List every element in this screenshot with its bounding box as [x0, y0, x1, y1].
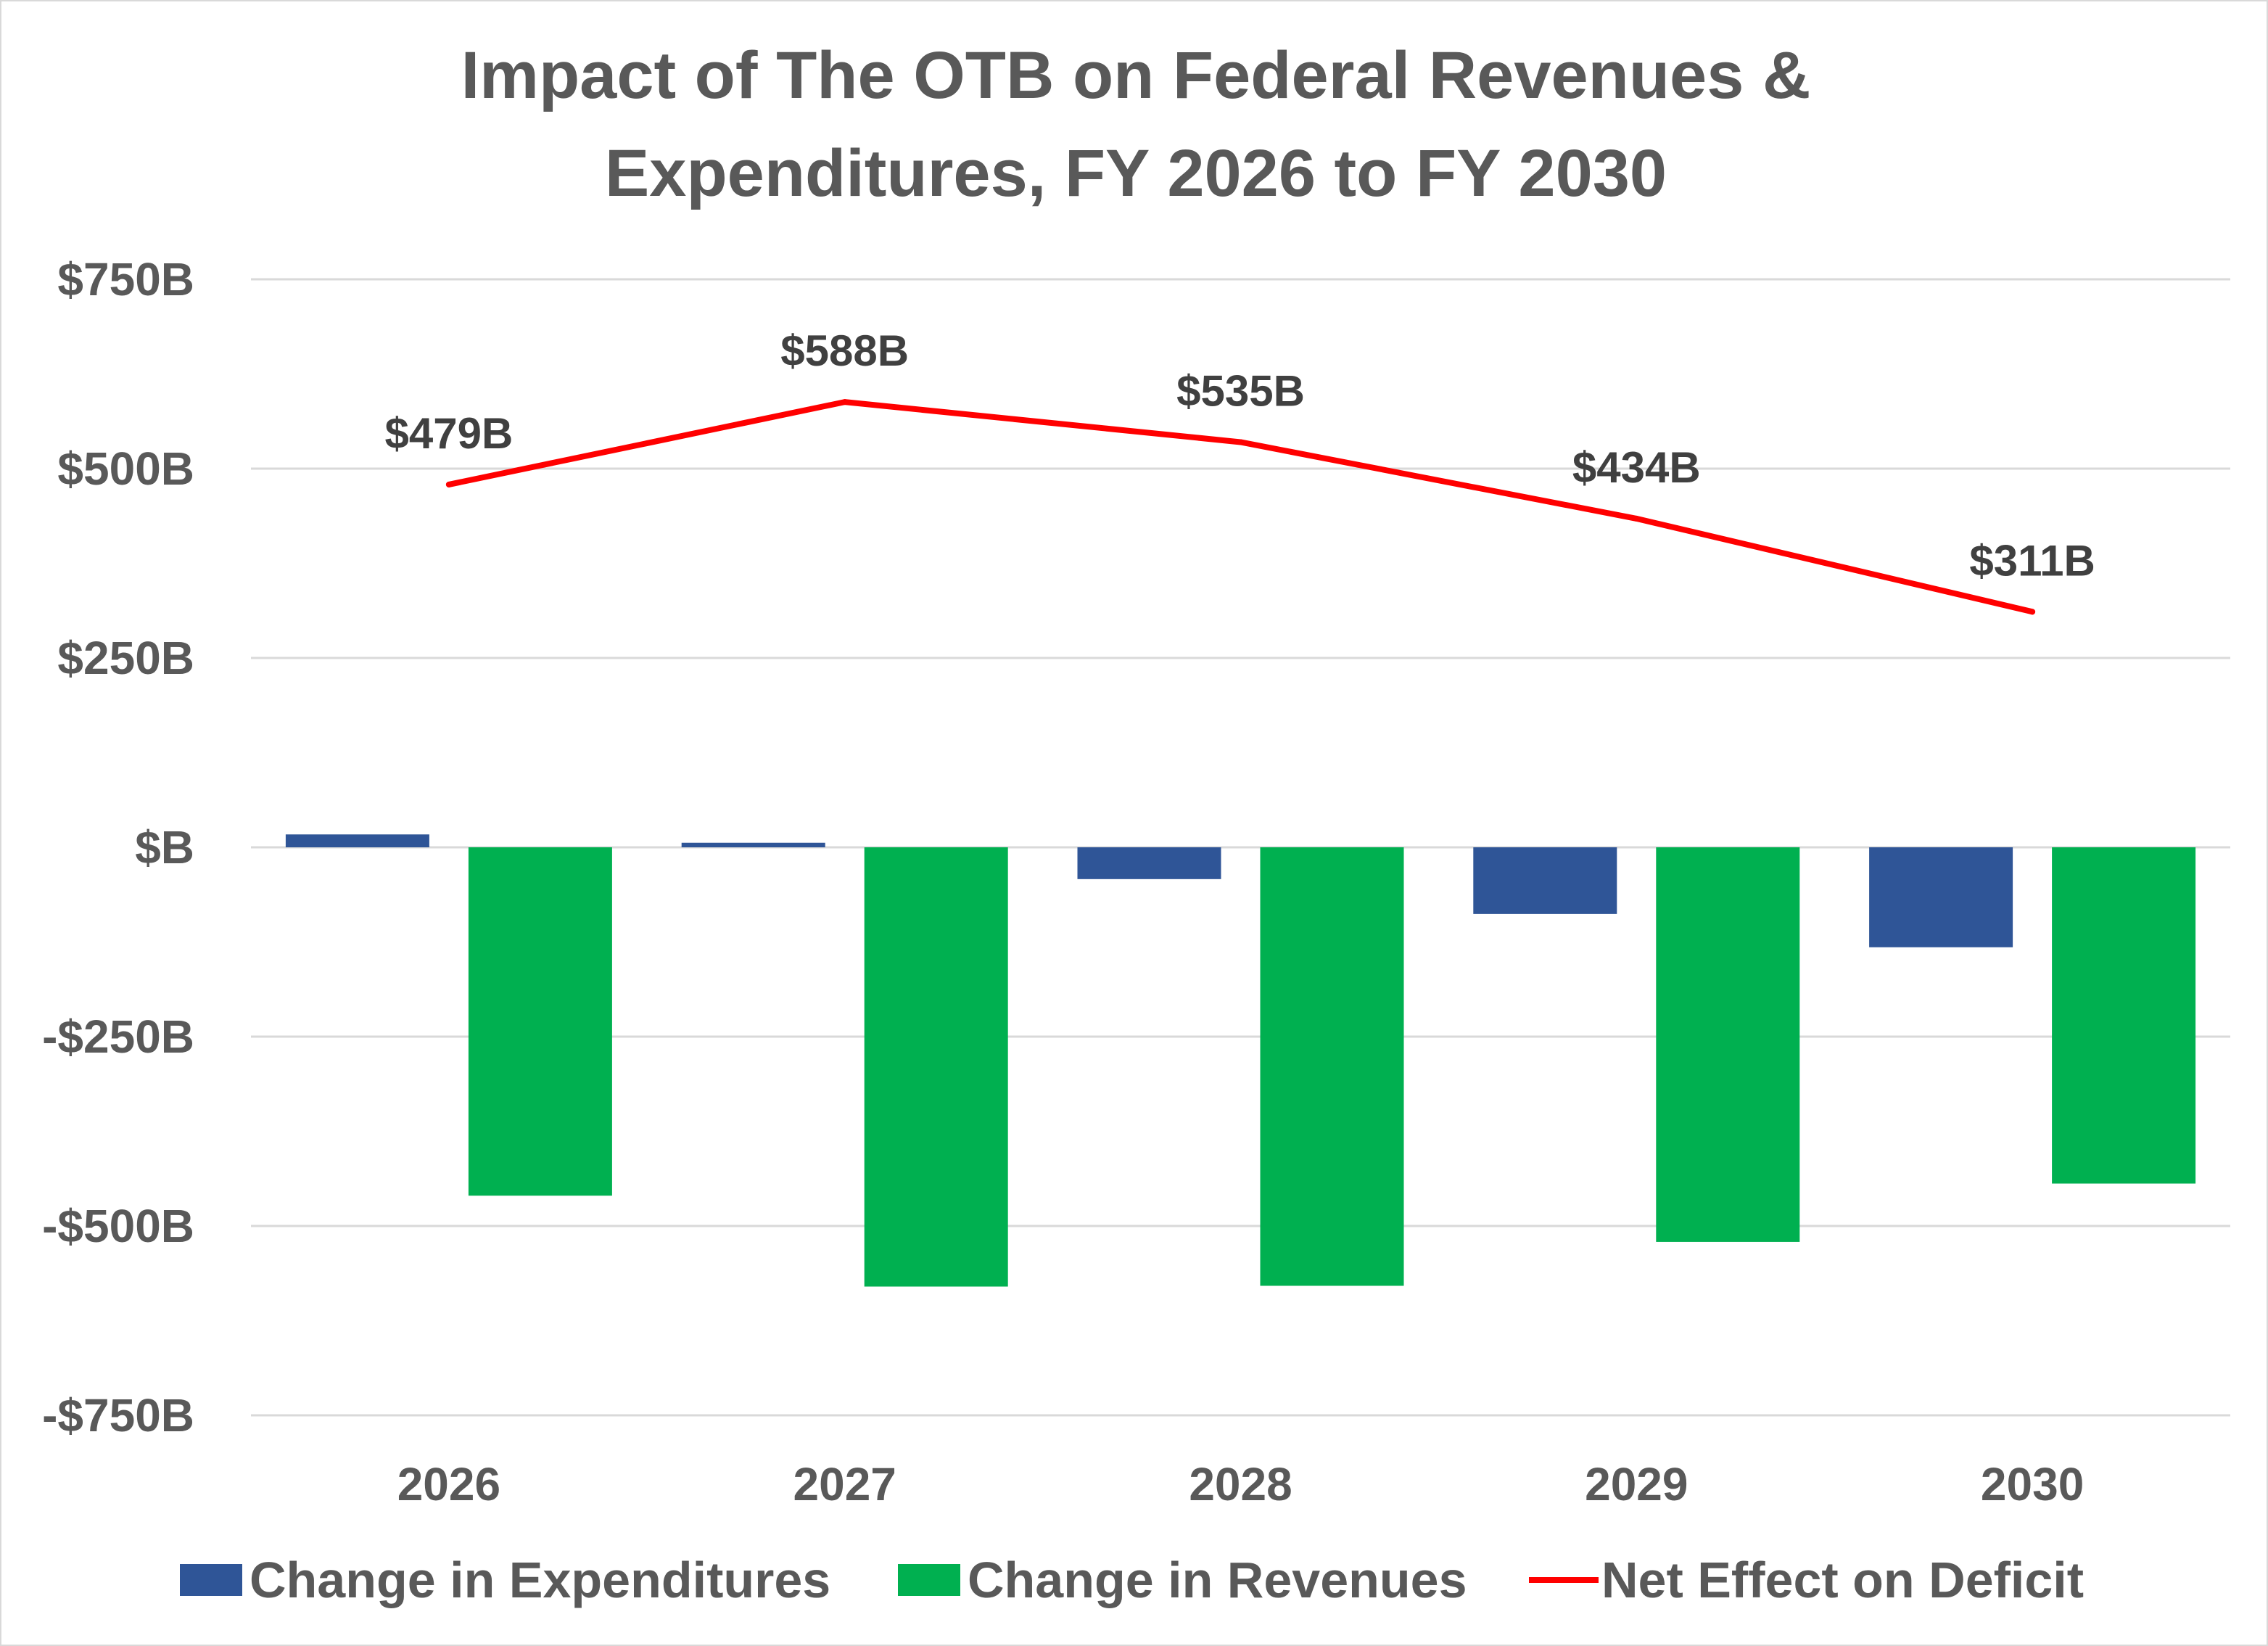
net-effect-data-label: $434B: [1572, 443, 1701, 492]
x-tick-label: 2029: [1585, 1458, 1688, 1510]
chart-title-line-1: Impact of The OTB on Federal Revenues &: [461, 38, 1811, 112]
net-effect-point: [1633, 515, 1640, 522]
y-tick-label: $B: [135, 821, 194, 873]
net-effect-data-label: $535B: [1176, 366, 1305, 415]
chart-title-line-2: Expenditures, FY 2026 to FY 2030: [605, 136, 1667, 210]
net-effect-point: [1237, 439, 1244, 445]
expenditures-bar: [285, 834, 429, 847]
y-tick-label: -$750B: [42, 1389, 194, 1441]
net-effect-point: [841, 399, 848, 406]
net-effect-data-label: $479B: [384, 409, 513, 458]
expenditures-bar: [1473, 847, 1617, 914]
expenditures-bar: [1869, 847, 2013, 947]
legend-label: Change in Revenues: [968, 1552, 1467, 1608]
legend-label: Net Effect on Deficit: [1601, 1552, 2084, 1608]
net-effect-data-label: $588B: [780, 326, 909, 375]
y-tick-label: $750B: [57, 253, 194, 305]
y-tick-label: -$250B: [42, 1011, 194, 1063]
y-tick-label: $500B: [57, 443, 194, 495]
revenues-bar: [2052, 847, 2196, 1184]
x-tick-label: 2030: [1981, 1458, 2084, 1510]
net-effect-point: [445, 481, 452, 487]
y-tick-label: -$500B: [42, 1200, 194, 1252]
legend-swatch: [180, 1564, 242, 1596]
x-tick-label: 2026: [397, 1458, 500, 1510]
net-effect-data-label: $311B: [1969, 536, 2095, 585]
net-effect-point: [2029, 609, 2036, 615]
x-tick-label: 2028: [1189, 1458, 1292, 1510]
legend-label: Change in Expenditures: [250, 1552, 830, 1608]
y-tick-label: $250B: [57, 632, 194, 684]
x-tick-label: 2027: [793, 1458, 896, 1510]
revenues-bar: [468, 847, 612, 1196]
revenues-bar: [1260, 847, 1404, 1286]
expenditures-bar: [681, 842, 825, 847]
legend-swatch: [898, 1564, 960, 1596]
expenditures-bar: [1077, 847, 1221, 879]
revenues-bar: [864, 847, 1008, 1287]
revenues-bar: [1656, 847, 1800, 1242]
